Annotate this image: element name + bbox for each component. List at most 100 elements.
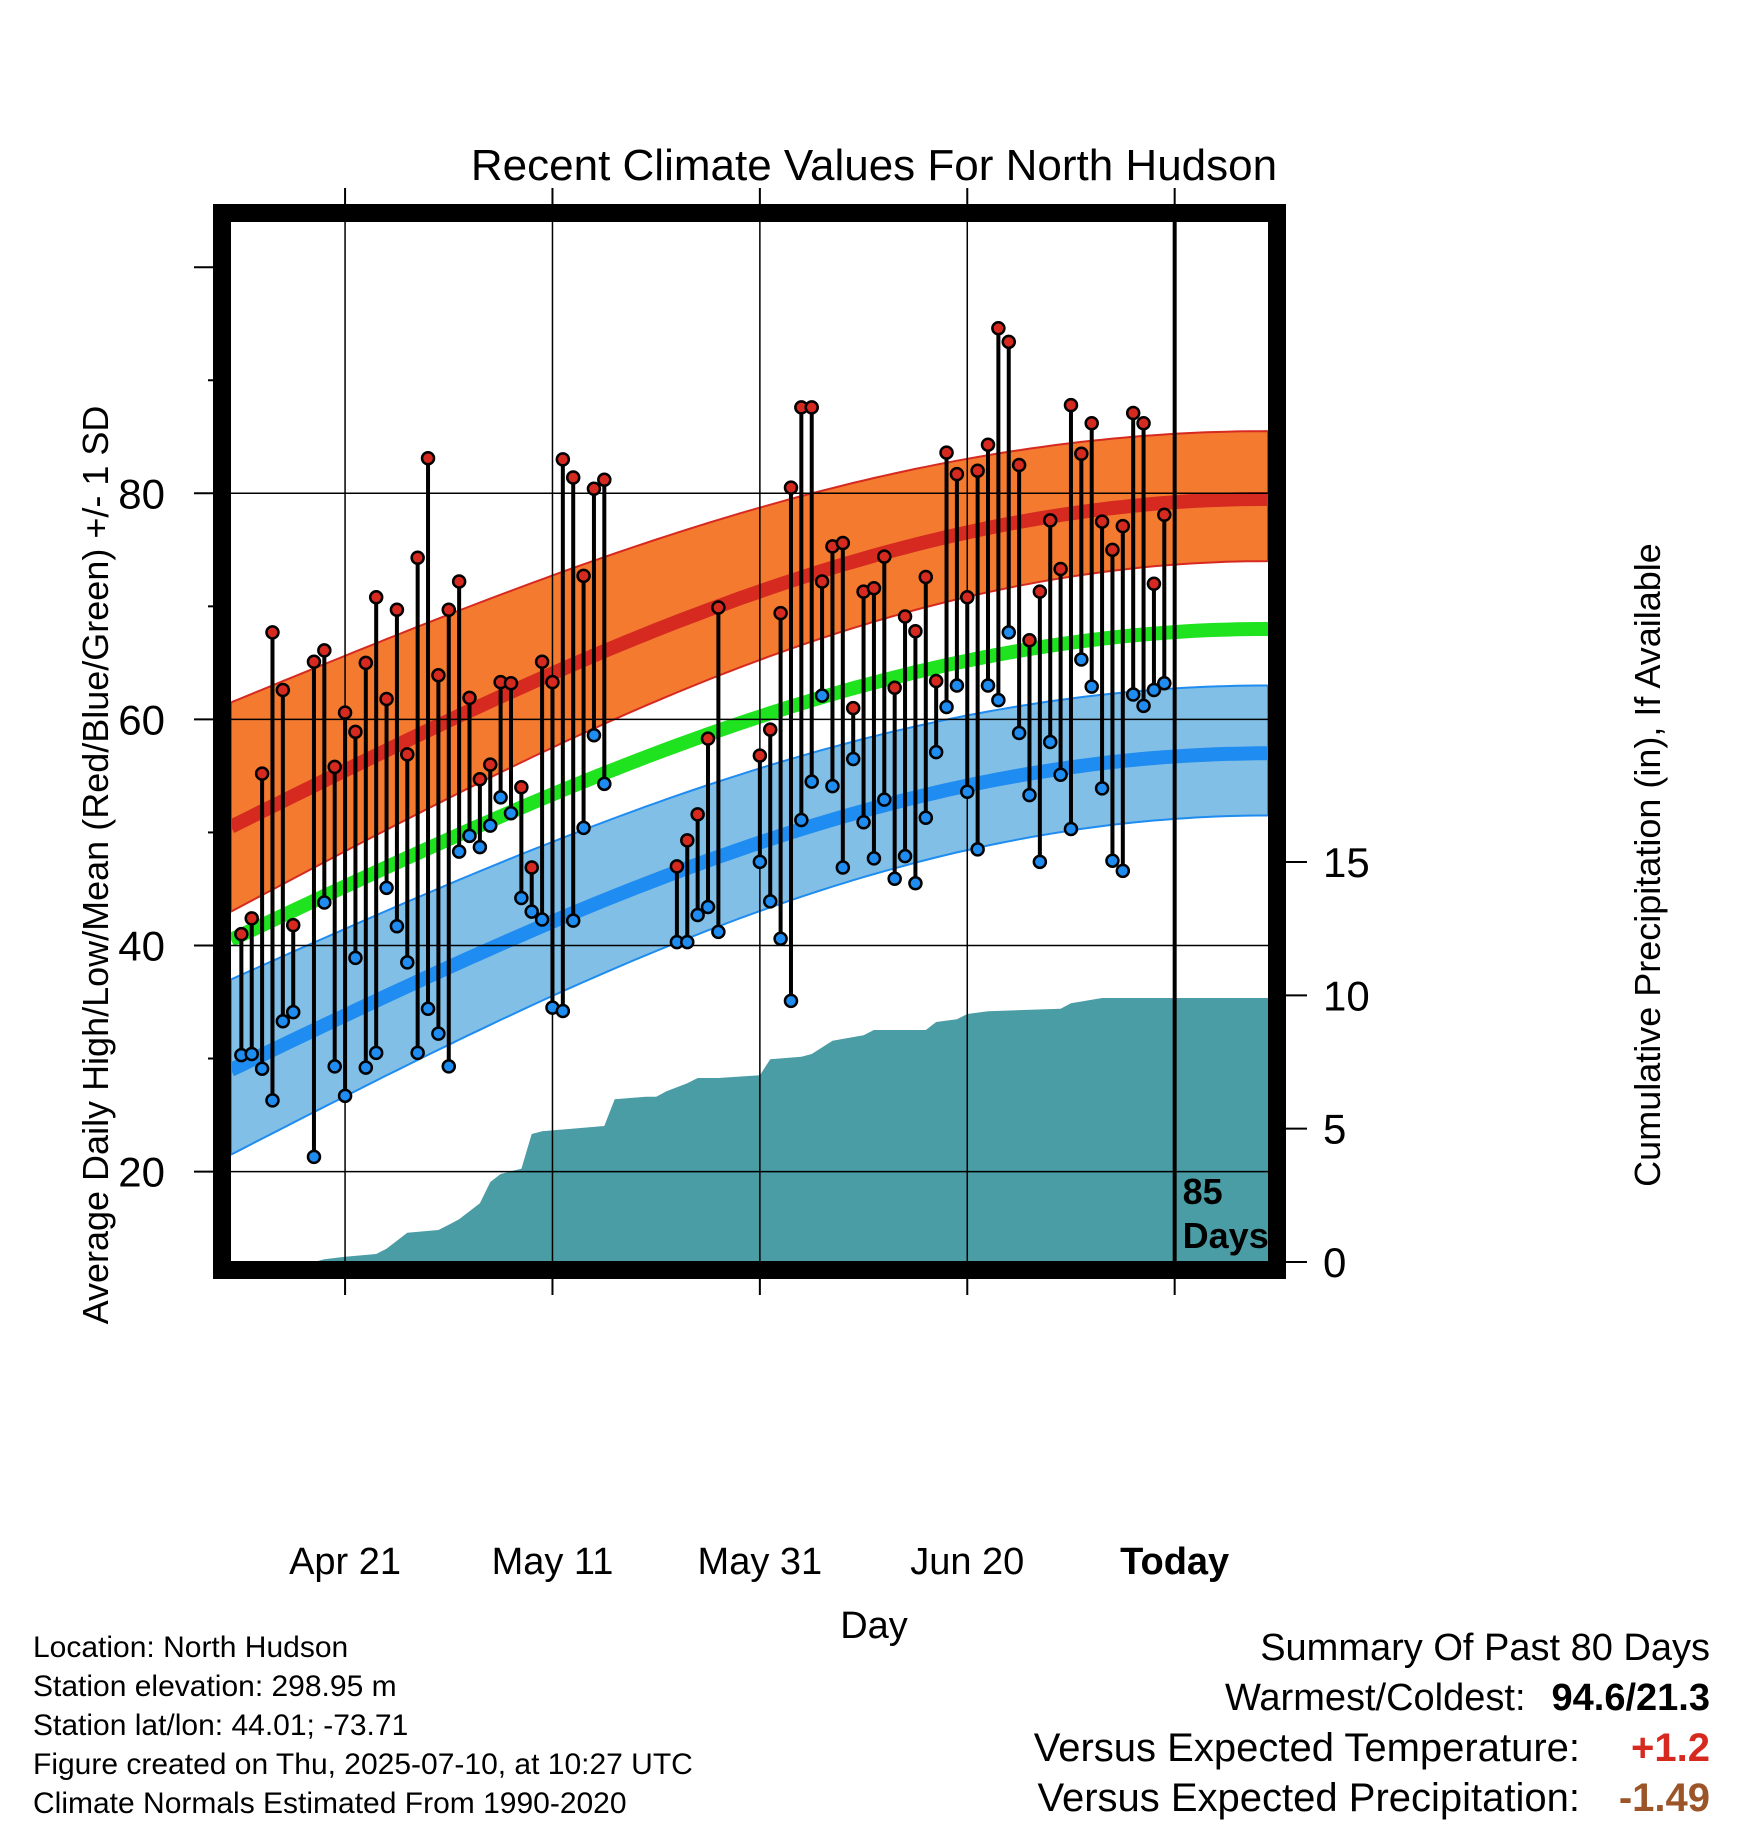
daily-high-point xyxy=(960,590,975,605)
x-tick-label: Today xyxy=(1120,1541,1229,1583)
daily-high-point xyxy=(1125,405,1141,421)
daily-high-point xyxy=(939,445,954,460)
daily-high-point xyxy=(576,568,591,584)
daily-high-point xyxy=(1053,561,1068,577)
daily-high-point xyxy=(1063,397,1079,413)
daily-high-point xyxy=(379,691,394,707)
daily-high-point xyxy=(1157,507,1172,523)
daily-high-point xyxy=(358,655,374,671)
daily-high-point xyxy=(1084,415,1099,431)
daily-high-point xyxy=(586,481,602,497)
summary-panel: Summary Of Past 80 Days Warmest/Coldest:… xyxy=(1034,1625,1710,1823)
daily-low-point xyxy=(483,818,498,833)
x-tick-label: May 11 xyxy=(492,1541,614,1583)
y-left-tick-label: 60 xyxy=(118,696,165,743)
daily-low-point xyxy=(462,828,477,844)
daily-high-point xyxy=(887,680,902,695)
daily-low-point xyxy=(1032,854,1048,870)
info-latlon: Station lat/lon: 44.01; -73.71 xyxy=(33,1709,409,1742)
y-left-tick-label: 40 xyxy=(118,922,165,969)
station-info: Location: North Hudson Station elevation… xyxy=(33,1628,693,1823)
daily-high-point xyxy=(1105,542,1120,558)
daily-low-point xyxy=(1094,781,1110,796)
daily-high-point xyxy=(1094,514,1110,529)
daily-low-point xyxy=(244,1046,259,1062)
daily-high-point xyxy=(700,731,716,746)
daily-high-point xyxy=(368,590,384,605)
daily-low-point xyxy=(939,699,954,715)
daily-low-point xyxy=(1001,625,1016,640)
daily-high-point xyxy=(877,549,892,564)
plot-frame xyxy=(213,204,1286,1279)
daily-high-point xyxy=(991,321,1006,336)
daily-high-point xyxy=(783,480,799,495)
daily-low-point xyxy=(368,1045,384,1061)
daily-high-point xyxy=(980,437,996,452)
daily-low-point xyxy=(690,907,705,923)
daily-low-point xyxy=(949,678,965,693)
summary-heading: Summary Of Past 80 Days xyxy=(1260,1627,1710,1669)
daily-high-point xyxy=(285,917,301,933)
daily-low-point xyxy=(866,851,882,866)
daily-high-point xyxy=(1032,584,1048,599)
daily-high-point xyxy=(441,602,457,617)
daily-low-point xyxy=(1053,767,1068,783)
daily-low-point xyxy=(265,1093,280,1108)
daily-high-point xyxy=(410,550,425,565)
daily-low-point xyxy=(711,924,726,940)
x-axis-label: Day xyxy=(840,1605,908,1647)
daily-high-point xyxy=(928,673,944,689)
daily-high-point xyxy=(244,911,259,926)
daily-high-point xyxy=(389,602,405,617)
daily-low-point xyxy=(565,913,581,928)
daily-high-point xyxy=(317,643,332,658)
daily-low-point xyxy=(783,993,799,1009)
info-location: Location: North Hudson xyxy=(33,1631,349,1664)
daily-high-point xyxy=(680,833,695,848)
daily-low-point xyxy=(597,776,612,792)
daily-low-point xyxy=(845,751,861,767)
daily-low-point xyxy=(700,899,716,915)
daily-values xyxy=(234,321,1172,1165)
daily-low-point xyxy=(327,1059,342,1074)
daily-low-point xyxy=(254,1061,270,1076)
daily-high-point xyxy=(514,779,529,795)
daily-high-point xyxy=(545,674,560,690)
daily-low-point xyxy=(1084,679,1099,694)
daily-low-point xyxy=(586,727,602,743)
daily-low-point xyxy=(379,880,394,896)
warm-cold-label: Warmest/Coldest: xyxy=(1224,1677,1526,1719)
daily-high-point xyxy=(814,574,830,589)
daily-low-point xyxy=(472,839,488,855)
info-normals: Climate Normals Estimated From 1990-2020 xyxy=(33,1787,627,1820)
daily-high-point xyxy=(908,623,923,639)
daily-low-point xyxy=(1115,863,1131,879)
daily-low-point xyxy=(856,815,871,830)
daily-low-point xyxy=(825,778,840,794)
daily-low-point xyxy=(928,744,944,760)
daily-high-point xyxy=(327,759,342,775)
daily-low-point xyxy=(877,792,892,807)
daily-high-point xyxy=(835,535,851,551)
daily-low-point xyxy=(275,1013,291,1029)
daily-high-point xyxy=(254,766,270,781)
daily-high-point xyxy=(1146,576,1162,591)
info-elevation: Station elevation: 298.95 m xyxy=(33,1670,397,1703)
daily-low-point xyxy=(1011,725,1027,741)
daily-high-point xyxy=(804,400,819,415)
daily-low-point xyxy=(410,1045,425,1061)
today-days-label: Days xyxy=(1183,1215,1269,1256)
y-right-tick-label: 10 xyxy=(1323,972,1370,1019)
daily-low-point xyxy=(441,1059,457,1074)
daily-low-point xyxy=(337,1088,353,1104)
daily-high-point xyxy=(306,654,322,669)
precip-label: Versus Expected Precipitation: xyxy=(1037,1776,1580,1820)
daily-low-point xyxy=(524,904,539,919)
daily-low-point xyxy=(794,812,809,828)
x-tick-label: Apr 21 xyxy=(289,1541,401,1583)
daily-low-point xyxy=(400,955,415,970)
daily-high-point xyxy=(472,772,488,787)
summary-warm-cold: Warmest/Coldest: 94.6/21.3 xyxy=(1034,1673,1710,1723)
daily-high-point xyxy=(348,724,363,740)
